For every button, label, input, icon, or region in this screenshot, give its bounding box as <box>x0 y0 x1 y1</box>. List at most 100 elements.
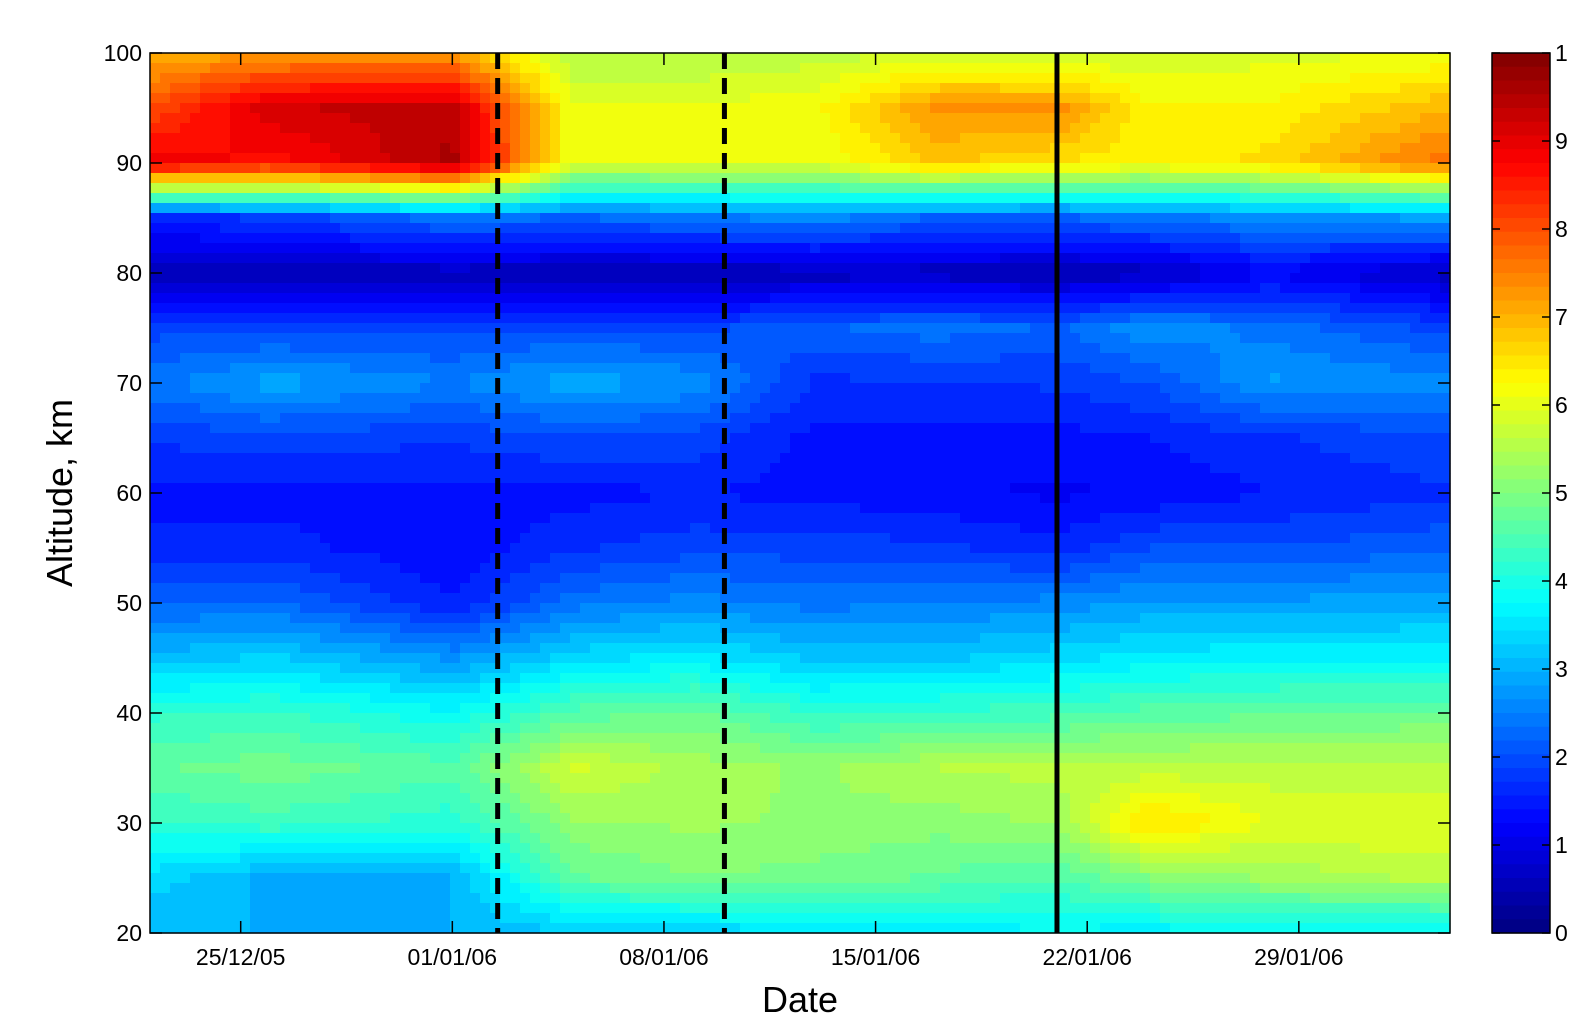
heatmap-cell <box>480 313 491 324</box>
heatmap-cell <box>390 513 401 524</box>
heatmap-cell <box>280 663 291 674</box>
heatmap-cell <box>170 503 181 514</box>
heatmap-cell <box>460 683 471 694</box>
heatmap-cell <box>380 333 391 344</box>
heatmap-cell <box>320 393 331 404</box>
heatmap-cell <box>320 553 331 564</box>
heatmap-cell <box>570 853 581 864</box>
heatmap-cell <box>190 273 201 284</box>
heatmap-cell <box>680 293 691 304</box>
heatmap-cell <box>520 403 531 414</box>
heatmap-cell <box>280 223 291 234</box>
heatmap-cell <box>270 463 281 474</box>
heatmap-cell <box>420 213 431 224</box>
heatmap-cell <box>690 463 701 474</box>
heatmap-cell <box>280 723 291 734</box>
heatmap-cell <box>310 623 321 634</box>
heatmap-cell <box>450 263 461 274</box>
heatmap-cell <box>400 693 411 704</box>
heatmap-cell <box>330 453 341 464</box>
heatmap-cell <box>580 253 591 264</box>
heatmap-cell <box>160 343 171 354</box>
heatmap-cell <box>200 213 211 224</box>
heatmap-cell <box>400 173 411 184</box>
heatmap-cell <box>700 523 711 534</box>
heatmap-cell <box>400 293 411 304</box>
heatmap-cell <box>400 813 411 824</box>
heatmap-cell <box>580 853 591 864</box>
heatmap-cell <box>250 923 261 934</box>
heatmap-cell <box>630 703 641 714</box>
heatmap-cell <box>180 773 191 784</box>
heatmap-cell <box>170 103 181 114</box>
heatmap-cell <box>220 243 231 254</box>
heatmap-cell <box>300 573 311 584</box>
heatmap-cell <box>610 293 621 304</box>
heatmap-cell <box>560 63 571 74</box>
heatmap-cell <box>570 143 581 154</box>
heatmap-cell <box>690 413 701 424</box>
heatmap-cell <box>310 613 321 624</box>
heatmap-cell <box>450 503 461 514</box>
heatmap-cell <box>250 243 261 254</box>
heatmap-cell <box>290 503 301 514</box>
heatmap-cell <box>250 453 261 464</box>
heatmap-cell <box>620 853 631 864</box>
heatmap-cell <box>260 923 271 934</box>
heatmap-cell <box>700 863 711 874</box>
heatmap-cell <box>500 903 511 914</box>
heatmap-cell <box>170 513 181 524</box>
heatmap-cell <box>700 103 711 114</box>
heatmap-cell <box>450 303 461 314</box>
heatmap-cell <box>440 263 451 274</box>
heatmap-cell <box>690 603 701 614</box>
heatmap-cell <box>650 263 661 274</box>
heatmap-cell <box>580 633 591 644</box>
heatmap-cell <box>430 903 441 914</box>
heatmap-cell <box>330 593 341 604</box>
heatmap-cell <box>310 583 321 594</box>
heatmap-cell <box>340 223 351 234</box>
heatmap-cell <box>190 193 201 204</box>
heatmap-cell <box>340 83 351 94</box>
heatmap-cell <box>550 793 561 804</box>
heatmap-cell <box>510 463 521 474</box>
heatmap-cell <box>410 263 421 274</box>
heatmap-cell <box>700 593 711 604</box>
heatmap-cell <box>210 903 221 914</box>
heatmap-cell <box>290 723 301 734</box>
heatmap-cell <box>170 433 181 444</box>
heatmap-cell <box>470 183 481 194</box>
heatmap-cell <box>660 173 671 184</box>
heatmap-cell <box>400 733 411 744</box>
heatmap-cell <box>310 793 321 804</box>
heatmap-cell <box>640 643 651 654</box>
heatmap-cell <box>400 493 411 504</box>
heatmap-cell <box>250 103 261 114</box>
heatmap-cell <box>380 183 391 194</box>
heatmap-cell <box>630 593 641 604</box>
heatmap-cell <box>310 903 321 914</box>
heatmap-cell <box>570 293 581 304</box>
heatmap-cell <box>690 903 701 914</box>
heatmap-cell <box>340 583 351 594</box>
heatmap-cell <box>660 483 671 494</box>
heatmap-cell <box>220 253 231 264</box>
heatmap-cell <box>520 283 531 294</box>
heatmap-cell <box>170 233 181 244</box>
heatmap-cell <box>590 93 601 104</box>
heatmap-cell <box>530 173 541 184</box>
heatmap-cell <box>630 143 641 154</box>
heatmap-cell <box>420 703 431 714</box>
heatmap-cell <box>400 63 411 74</box>
heatmap-cell <box>170 813 181 824</box>
heatmap-cell <box>630 843 641 854</box>
heatmap-cell <box>180 603 191 614</box>
heatmap-cell <box>280 493 291 504</box>
heatmap-cell <box>610 343 621 354</box>
heatmap-cell <box>580 333 591 344</box>
heatmap-cell <box>530 193 541 204</box>
heatmap-cell <box>360 463 371 474</box>
heatmap-cell <box>320 783 331 794</box>
heatmap-cell <box>340 823 351 834</box>
